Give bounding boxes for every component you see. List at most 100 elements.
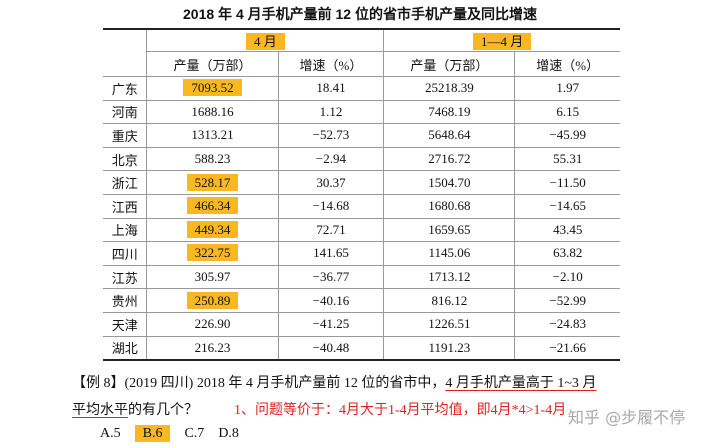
cell: 43.45 [514, 217, 620, 243]
header-row: 4 月 1—4 月 [103, 28, 620, 77]
cell: 贵州 [103, 288, 148, 313]
cell: 四川 [103, 241, 148, 266]
cell: 226.90 [146, 311, 279, 337]
cell: 216.23 [146, 335, 279, 361]
cell: 466.34 [146, 193, 279, 219]
cell: 2716.72 [383, 146, 516, 172]
cell: 250.89 [146, 288, 279, 313]
group-cell: 1—4 月 [383, 28, 620, 52]
column-header: 产量（万部） [146, 51, 279, 77]
cell: 1313.21 [146, 123, 279, 148]
cell: 1.97 [514, 76, 620, 101]
cell: 30.37 [277, 170, 385, 195]
question-line: 平均水平的有几个？ 1、问题等价于：4月大于1-4月平均值，即4月*4>1-4月 [72, 399, 566, 419]
cell: 天津 [103, 311, 148, 337]
highlighted-value: 528.17 [186, 173, 239, 191]
column-header: 增速（%） [277, 51, 385, 77]
group-label: 1—4 月 [473, 33, 532, 50]
cell: −52.73 [277, 123, 385, 148]
cell: −24.83 [514, 311, 620, 337]
options: A.5 B.6 C.7 D.8 [100, 425, 253, 442]
cell: 55.31 [514, 146, 620, 172]
cell: 816.12 [383, 288, 516, 313]
data-table: 4 月 1—4 月 产量（万部） 增速（%） 产量（万部） 增速（%） 广东 7093.… [103, 28, 620, 362]
table-row: 北京 588.23 −2.94 2716.72 55.31 [103, 146, 620, 172]
cell: 江苏 [103, 264, 148, 290]
cell: −2.10 [514, 264, 620, 290]
column-header: 增速（%） [514, 51, 620, 77]
table-row: 江苏 305.97 −36.77 1713.12 −2.10 [103, 264, 620, 290]
cell: 72.71 [277, 217, 385, 243]
cell: 浙江 [103, 170, 148, 195]
watermark: 知乎 @步履不停 [568, 408, 686, 427]
group-label: 4 月 [246, 33, 285, 50]
question-text: 【例 8】(2019 四川) 2018 年 4 月手机产量前 12 位的省市中， [72, 376, 446, 391]
cell: 重庆 [103, 123, 148, 148]
option: D.8 [218, 426, 239, 441]
cell: 上海 [103, 217, 148, 243]
option: B.6 [134, 425, 171, 442]
table-row: 江西 466.34 −14.68 1680.68 −14.65 [103, 193, 620, 219]
group-cell: 4 月 [146, 28, 385, 52]
question-text: 4 月手机产量高于 1~3 月 [445, 376, 597, 391]
cell: 1688.16 [146, 99, 279, 125]
cell: −41.25 [277, 311, 385, 337]
table-row: 贵州 250.89 −40.16 816.12 −52.99 [103, 288, 620, 313]
highlighted-value: 322.75 [186, 244, 239, 262]
cell: 1191.23 [383, 335, 516, 361]
cell: 北京 [103, 146, 148, 172]
cell: −14.65 [514, 193, 620, 219]
corner-cell [103, 28, 148, 77]
table-row: 浙江 528.17 30.37 1504.70 −11.50 [103, 170, 620, 195]
cell: −11.50 [514, 170, 620, 195]
cell: 141.65 [277, 241, 385, 266]
table-row: 上海 449.34 72.71 1659.65 43.45 [103, 217, 620, 243]
cell: 广东 [103, 76, 148, 101]
cell: 25218.39 [383, 76, 516, 101]
column-header: 产量（万部） [383, 51, 516, 77]
cell: −45.99 [514, 123, 620, 148]
cell: 7468.19 [383, 99, 516, 125]
cell: 6.15 [514, 99, 620, 125]
highlighted-value: 466.34 [186, 197, 239, 215]
header-row: 产量（万部） 增速（%） 产量（万部） 增速（%） [103, 51, 620, 77]
table-row: 广东 7093.52 18.41 25218.39 1.97 [103, 76, 620, 101]
cell: −21.66 [514, 335, 620, 361]
highlighted-value: 7093.52 [183, 79, 242, 97]
cell: 305.97 [146, 264, 279, 290]
table-row: 河南 1688.16 1.12 7468.19 6.15 [103, 99, 620, 125]
cell: 江西 [103, 193, 148, 219]
cell: 1680.68 [383, 193, 516, 219]
highlighted-value: 250.89 [186, 291, 239, 309]
cell: −40.16 [277, 288, 385, 313]
cell: 588.23 [146, 146, 279, 172]
cell: 322.75 [146, 241, 279, 266]
cell: 1713.12 [383, 264, 516, 290]
question-text: 的有几个？ [128, 403, 198, 418]
cell: 1.12 [277, 99, 385, 125]
cell: −52.99 [514, 288, 620, 313]
cell: −40.48 [277, 335, 385, 361]
cell: 63.82 [514, 241, 620, 266]
cell: 5648.64 [383, 123, 516, 148]
cell: 18.41 [277, 76, 385, 101]
question-line: 【例 8】(2019 四川) 2018 年 4 月手机产量前 12 位的省市中，… [72, 372, 596, 392]
note: 1、问题等价于：4月大于1-4月平均值，即4月*4>1-4月 [234, 403, 567, 418]
cell: 528.17 [146, 170, 279, 195]
cell: −36.77 [277, 264, 385, 290]
cell: 1145.06 [383, 241, 516, 266]
cell: 河南 [103, 99, 148, 125]
option: C.7 [184, 426, 205, 441]
table-row: 四川 322.75 141.65 1145.06 63.82 [103, 241, 620, 266]
cell: 1659.65 [383, 217, 516, 243]
cell: 7093.52 [146, 76, 279, 101]
cell: 1226.51 [383, 311, 516, 337]
cell: 449.34 [146, 217, 279, 243]
cell: −14.68 [277, 193, 385, 219]
table-row: 重庆 1313.21 −52.73 5648.64 −45.99 [103, 123, 620, 148]
table-row: 湖北 216.23 −40.48 1191.23 −21.66 [103, 335, 620, 361]
title: 2018 年 4 月手机产量前 12 位的省市手机产量及同比增速 [183, 6, 537, 22]
question-text: 平均水平 [72, 403, 128, 418]
option: A.5 [100, 426, 121, 441]
